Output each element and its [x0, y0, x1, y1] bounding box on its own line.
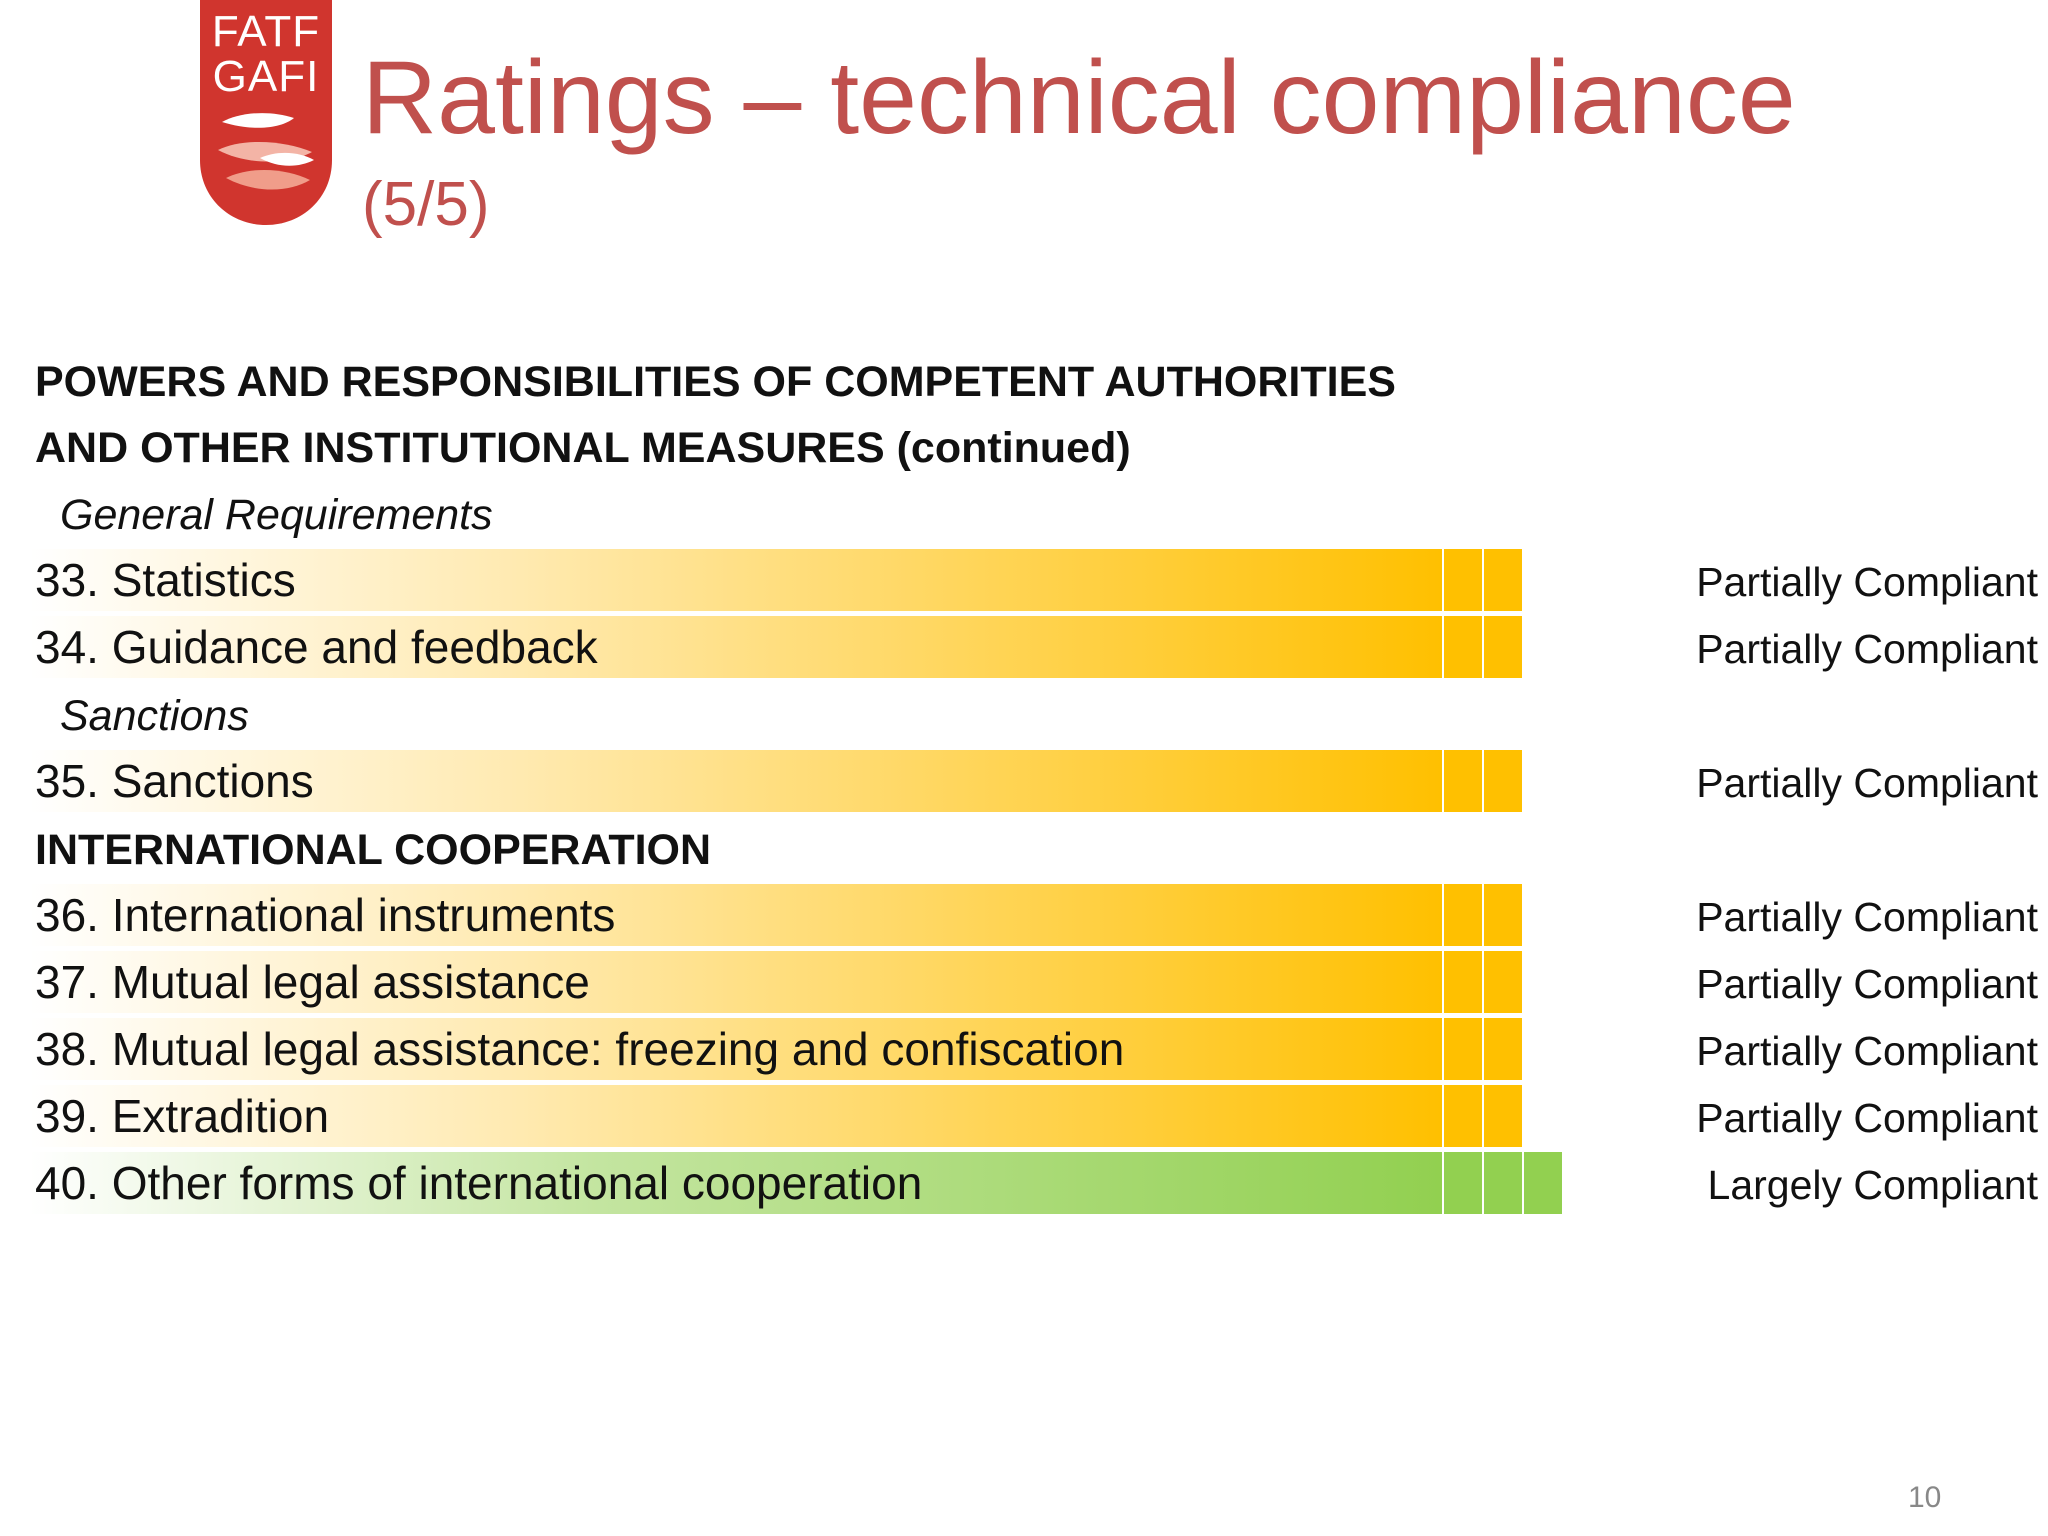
rating-segment: [1444, 750, 1482, 812]
fatf-logo-shape: [200, 0, 332, 225]
rating-value: Partially Compliant: [1696, 1028, 2038, 1074]
recommendation-label: 34. Guidance and feedback: [35, 621, 598, 673]
section-heading-powers-line1: POWERS AND RESPONSIBILITIES OF COMPETENT…: [35, 358, 1396, 406]
rating-segment: [1444, 884, 1482, 946]
rating-value: Partially Compliant: [1696, 559, 2038, 605]
recommendation-label: 33. Statistics: [35, 554, 296, 606]
rating-row-33: 33. Statistics Partially Compliant: [0, 547, 2048, 614]
recommendation-label: 40. Other forms of international coopera…: [35, 1157, 923, 1209]
rating-segment: [1444, 616, 1482, 678]
rating-value: Partially Compliant: [1696, 894, 2038, 940]
rating-bar: [30, 951, 1442, 1013]
rating-segment: [1484, 750, 1522, 812]
rating-segment: [1484, 1152, 1522, 1214]
logo-text-fatf: FATF: [211, 7, 321, 56]
rating-segment: [1484, 616, 1522, 678]
rating-segment: [1444, 1018, 1482, 1080]
recommendation-label: 36. International instruments: [35, 889, 616, 941]
slide-title: Ratings – technical compliance: [362, 40, 1796, 156]
rating-segment: [1444, 951, 1482, 1013]
recommendation-label: 35. Sanctions: [35, 755, 314, 807]
rating-bar: [30, 1018, 1442, 1080]
rating-row-37: 37. Mutual legal assistance Partially Co…: [0, 949, 2048, 1016]
rating-row-40: 40. Other forms of international coopera…: [0, 1150, 2048, 1217]
rating-segment: [1524, 1152, 1562, 1214]
recommendation-label: 38. Mutual legal assistance: freezing an…: [35, 1023, 1125, 1075]
rating-bar: [30, 750, 1442, 812]
rating-segment: [1484, 884, 1522, 946]
slide-subtitle: (5/5): [362, 170, 490, 239]
rating-value: Partially Compliant: [1696, 961, 2038, 1007]
rating-bar: [30, 549, 1442, 611]
section-heading-powers-line2: AND OTHER INSTITUTIONAL MEASURES (contin…: [35, 424, 1131, 472]
fatf-logo: FATF GAFI: [200, 0, 332, 225]
rating-bar: [30, 616, 1442, 678]
recommendation-label: 39. Extradition: [35, 1090, 330, 1142]
rating-bar: [30, 1085, 1442, 1147]
rating-segment: [1484, 1018, 1522, 1080]
rating-row-39: 39. Extradition Partially Compliant: [0, 1083, 2048, 1150]
rating-value: Partially Compliant: [1696, 626, 2038, 672]
section-heading-international-cooperation: INTERNATIONAL COOPERATION: [35, 826, 712, 874]
rating-segment: [1444, 1152, 1482, 1214]
rating-segment: [1484, 549, 1522, 611]
group-heading-general-requirements: General Requirements: [60, 491, 493, 539]
page-number: 10: [1908, 1481, 1942, 1514]
rating-row-36: 36. International instruments Partially …: [0, 882, 2048, 949]
rating-segment: [1444, 549, 1482, 611]
rating-bar: [30, 884, 1442, 946]
rating-value: Partially Compliant: [1696, 1095, 2038, 1141]
recommendation-label: 37. Mutual legal assistance: [35, 956, 590, 1008]
rating-row-34: 34. Guidance and feedback Partially Comp…: [0, 614, 2048, 681]
rating-bar: [30, 1152, 1442, 1214]
rating-segment: [1484, 951, 1522, 1013]
rating-value: Largely Compliant: [1707, 1162, 2038, 1208]
rating-value: Partially Compliant: [1696, 760, 2038, 806]
rating-row-38: 38. Mutual legal assistance: freezing an…: [0, 1016, 2048, 1083]
group-heading-sanctions: Sanctions: [60, 692, 249, 740]
rating-row-35: 35. Sanctions Partially Compliant: [0, 748, 2048, 815]
logo-text-gafi: GAFI: [212, 52, 320, 101]
rating-segment: [1484, 1085, 1522, 1147]
rating-segment: [1444, 1085, 1482, 1147]
